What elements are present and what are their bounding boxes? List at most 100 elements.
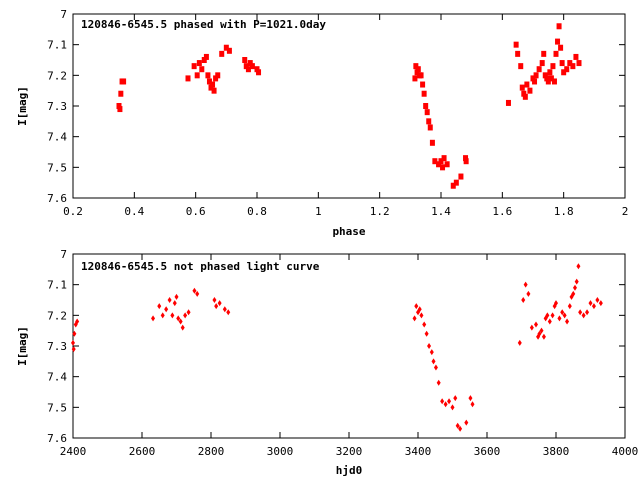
data-point [458,425,463,432]
data-point [570,63,576,70]
y-tick-label: 7 [60,248,67,261]
data-point [219,50,225,57]
data-point [427,124,433,131]
x-tick-label: 1.2 [370,205,390,218]
data-point [526,290,531,297]
data-point [201,57,207,63]
data-point [443,401,448,408]
x-tick-label: 2400 [60,445,87,458]
x-tick-label: 2600 [129,445,156,458]
data-point [151,315,156,322]
data-point [545,312,550,319]
x-tick-label: 0.2 [63,205,83,218]
x-tick-label: 1.8 [554,205,574,218]
data-point [433,364,438,371]
data-point [178,318,183,325]
data-point [567,60,573,67]
data-point [440,398,445,405]
data-point [199,66,205,73]
data-point [470,401,475,408]
data-point [170,312,175,319]
y-axis-label: I[mag] [16,86,29,126]
data-point [463,158,469,165]
data-point [533,72,539,79]
y-tick-label: 7 [60,8,67,21]
x-tick-label: 2800 [198,445,225,458]
data-point [557,315,562,322]
data-point [203,53,209,60]
data-point [249,63,255,70]
data-point [527,87,533,94]
data-point [195,290,200,297]
data-point [217,300,222,307]
x-tick-label: 2 [622,205,629,218]
data-point [208,84,214,91]
data-point [585,309,590,316]
data-point [576,60,582,67]
data-point [422,321,427,328]
data-point [418,72,424,79]
data-point [415,66,421,73]
data-point [211,87,217,94]
data-point [560,309,565,316]
x-tick-label: 4000 [612,445,639,458]
y-tick-label: 7.3 [47,100,67,113]
data-point [72,330,77,337]
x-tick-label: 0.6 [186,205,206,218]
data-point [242,57,248,63]
y-tick-label: 7.6 [47,432,67,445]
data-point [556,23,562,30]
data-point [541,50,547,57]
data-point [423,103,429,109]
data-point [117,106,123,113]
plot-frame [72,13,626,199]
data-point [420,81,426,88]
data-point [550,312,555,319]
y-tick-label: 7.4 [47,131,67,144]
data-point [419,312,424,319]
data-point [256,69,262,76]
data-point [438,158,444,165]
data-point [424,109,430,116]
data-point [551,78,557,85]
data-point [447,398,452,405]
data-point [548,75,554,82]
data-point [160,312,165,319]
data-point [595,297,600,303]
data-point [581,312,586,319]
x-tick-label: 1.4 [431,205,451,218]
data-point [519,84,525,91]
data-point [414,303,419,310]
y-tick-label: 7.1 [47,279,67,292]
data-point [429,139,435,146]
data-point [530,75,536,82]
x-tick-label: 1.6 [492,205,512,218]
data-point [547,69,553,76]
data-point [572,284,577,291]
x-tick-label: 3800 [543,445,570,458]
data-point [191,63,197,70]
x-tick-label: 0.8 [247,205,267,218]
data-point [186,309,191,316]
data-point [245,66,251,73]
data-point [71,346,76,353]
data-point [210,81,216,88]
data-point [574,278,579,285]
data-point [588,300,593,307]
x-axis-label: hjd0 [336,464,363,477]
data-point [215,72,221,79]
data-point [174,293,179,300]
y-tick-label: 7.2 [47,309,67,322]
data-point [75,318,80,325]
data-point [455,422,460,429]
data-point [521,90,527,97]
data-point [559,60,565,67]
data-point [417,306,422,313]
data-point [453,395,458,402]
data-point [536,66,542,73]
data-point [458,173,464,180]
x-tick-label: 3400 [405,445,432,458]
data-point [450,182,456,189]
data-point [518,63,524,70]
